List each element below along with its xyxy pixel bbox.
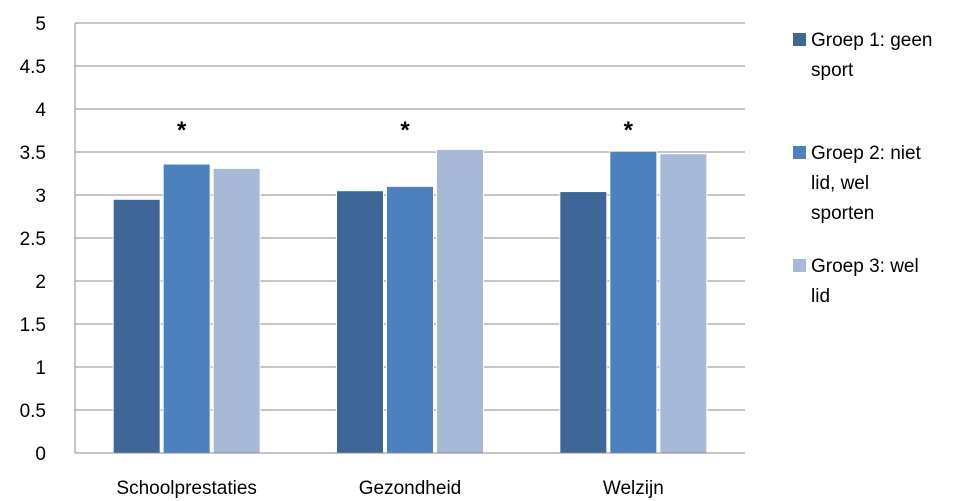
x-tick-label: Welzijn [603,478,664,499]
y-tick-label: 5 [35,14,46,35]
bar [112,198,161,454]
bar [659,153,708,454]
bar [162,163,211,454]
legend-entry: Groep 1: geen sport [793,30,932,81]
legend-label: Groep 3: wel [811,256,919,277]
bar [386,185,434,454]
y-tick-label: 1.5 [20,315,46,336]
legend-entry: Groep 2: niet lid, wel sporten [793,143,922,224]
y-axis: 0 0.5 1 1.5 2 2.5 3 3.5 4 4.5 5 [20,14,76,465]
legend-swatch [793,259,806,272]
significance-marker: * [177,117,187,144]
legend-label: lid, wel [811,173,869,194]
legend-label: Groep 2: niet [811,143,922,164]
legend-entry: Groep 3: wel lid [793,256,919,307]
annotations: * * * [177,117,634,144]
y-tick-label: 4 [35,100,46,121]
y-tick-label: 3.5 [20,143,46,164]
y-tick-label: 2 [35,272,46,293]
y-tick-label: 4.5 [20,57,46,78]
legend-label: sport [811,60,854,81]
y-tick-label: 0 [35,444,46,465]
legend-swatch [793,33,806,46]
y-tick-label: 2.5 [20,229,46,250]
y-tick-label: 3 [35,186,46,207]
bar [212,167,261,454]
legend-label: Groep 1: geen [811,30,932,51]
significance-marker: * [400,117,410,144]
significance-marker: * [624,117,634,144]
legend-label: lid [811,286,830,307]
y-tick-label: 0.5 [20,401,46,422]
legend-swatch [793,146,806,159]
x-tick-label: Schoolprestaties [116,478,256,499]
bars [112,148,708,454]
y-tick-label: 1 [35,358,46,379]
bar [436,148,484,454]
bar [559,191,608,454]
bar [336,190,384,454]
legend-label: sporten [811,203,874,224]
bar [609,150,658,454]
x-axis: Schoolprestaties Gezondheid Welzijn [75,452,745,499]
legend: Groep 1: geen sport Groep 2: niet lid, wel s… [793,30,932,307]
x-tick-label: Gezondheid [359,478,461,499]
